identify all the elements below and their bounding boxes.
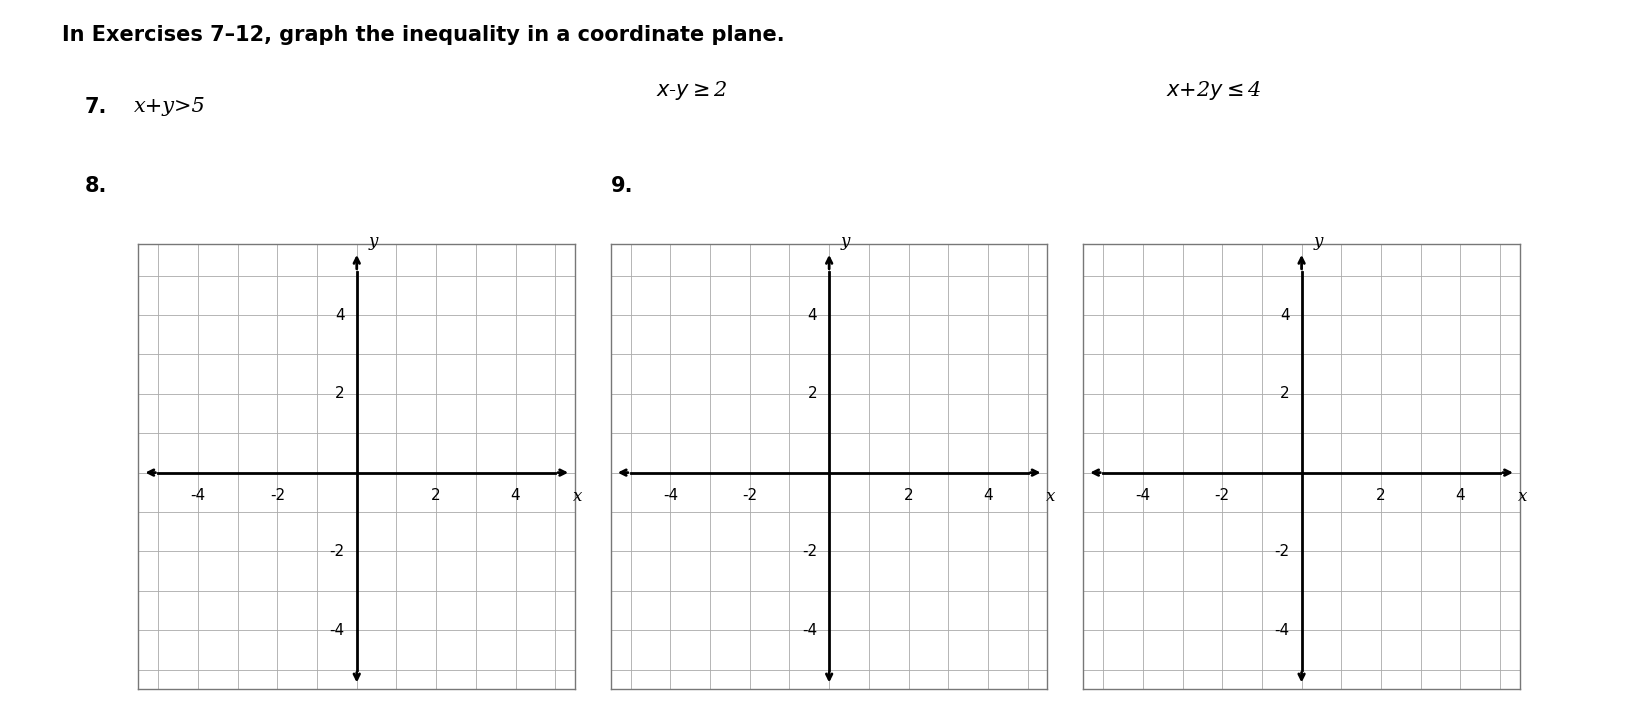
- Text: x+y>5: x+y>5: [134, 97, 205, 116]
- Text: x: x: [1046, 488, 1056, 505]
- Text: y: y: [841, 233, 850, 250]
- Text: 7.: 7.: [85, 97, 108, 117]
- Text: 2: 2: [336, 386, 345, 401]
- Text: -2: -2: [743, 488, 757, 503]
- Text: -2: -2: [1274, 544, 1290, 559]
- Text: x: x: [573, 488, 583, 505]
- Text: 2: 2: [1280, 386, 1290, 401]
- Text: 4: 4: [808, 307, 818, 322]
- Text: In Exercises 7–12, graph the inequality in a coordinate plane.: In Exercises 7–12, graph the inequality …: [62, 25, 785, 45]
- Text: $x$-$y$$\geq$2: $x$-$y$$\geq$2: [656, 79, 728, 102]
- Text: 9.: 9.: [611, 176, 634, 196]
- Text: -4: -4: [191, 488, 205, 503]
- Text: 4: 4: [1456, 488, 1464, 503]
- Text: y: y: [1313, 233, 1323, 250]
- Text: 8.: 8.: [85, 176, 108, 196]
- Text: -4: -4: [663, 488, 678, 503]
- Text: x: x: [1518, 488, 1528, 505]
- Text: 2: 2: [432, 488, 441, 503]
- Text: -2: -2: [801, 544, 818, 559]
- Text: 4: 4: [336, 307, 345, 322]
- Text: -4: -4: [1274, 623, 1290, 638]
- Text: y: y: [368, 233, 378, 250]
- Text: -4: -4: [1135, 488, 1150, 503]
- Text: -2: -2: [270, 488, 285, 503]
- Text: 4: 4: [1280, 307, 1290, 322]
- Text: 2: 2: [808, 386, 818, 401]
- Text: $x$+2$y$$\leq$4: $x$+2$y$$\leq$4: [1166, 79, 1261, 102]
- Text: 4: 4: [512, 488, 520, 503]
- Text: 4: 4: [984, 488, 992, 503]
- Text: -4: -4: [329, 623, 345, 638]
- Text: -2: -2: [329, 544, 345, 559]
- Text: 2: 2: [1377, 488, 1386, 503]
- Text: 2: 2: [904, 488, 914, 503]
- Text: -4: -4: [801, 623, 818, 638]
- Text: -2: -2: [1215, 488, 1230, 503]
